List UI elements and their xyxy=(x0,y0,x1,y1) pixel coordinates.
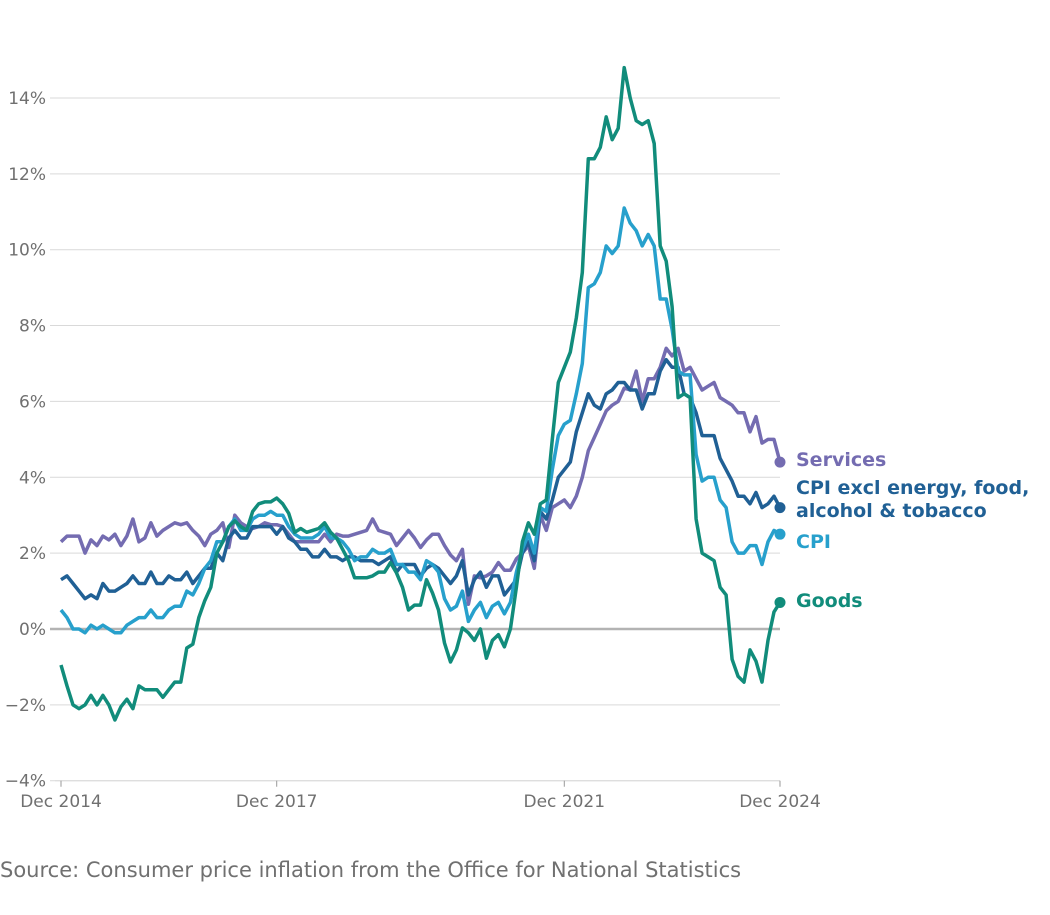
end-marker-cpi-excl-energy-food-alcohol-tobacco xyxy=(774,502,786,514)
y-tick-label: 2% xyxy=(19,544,46,564)
x-tick-label: Dec 2024 xyxy=(739,792,821,812)
series-line-cpi xyxy=(59,206,781,635)
series-label-goods: Goods xyxy=(796,590,863,612)
x-tick-label: Dec 2017 xyxy=(236,792,318,812)
end-marker-services xyxy=(774,456,786,468)
series-line-goods xyxy=(59,65,782,722)
y-tick-label: 6% xyxy=(19,392,46,412)
series-line-services xyxy=(59,346,782,607)
series-label-cpi-excl-energy-food-alcohol-tobacco: alcohol & tobacco xyxy=(796,500,987,522)
y-tick-label: −4% xyxy=(5,772,46,792)
series-label-services: Services xyxy=(796,449,886,471)
y-tick-label: 4% xyxy=(19,468,46,488)
y-tick-label: 0% xyxy=(19,620,46,640)
gridlines xyxy=(50,97,780,782)
inflation-line-chart: −4%−2%0%2%4%6%8%10%12%14% Dec 2014 Dec 20… xyxy=(5,65,1029,812)
x-tick-label: Dec 2021 xyxy=(524,792,606,812)
series-lines xyxy=(59,65,786,722)
y-tick-label: 10% xyxy=(8,241,46,261)
x-axis: Dec 2014 Dec 2017 Dec 2021 Dec 2024 xyxy=(20,780,821,812)
y-tick-label: 8% xyxy=(19,317,46,337)
end-marker-goods xyxy=(774,596,786,608)
series-line-cpi-excl-energy-food-alcohol-tobacco xyxy=(60,357,782,601)
series-label-cpi-excl-energy-food-alcohol-tobacco: CPI excl energy, food, xyxy=(796,477,1029,499)
series-label-cpi: CPI xyxy=(796,531,831,553)
y-tick-label: −2% xyxy=(5,696,46,716)
series-labels: Services CPI excl energy, food,alcohol & … xyxy=(796,449,1029,612)
source-note: Source: Consumer price inflation from th… xyxy=(0,858,742,882)
y-tick-label: 14% xyxy=(8,89,46,109)
y-axis: −4% −2% 0% 2% 4% 6% 8% 10% 12% 14% xyxy=(5,89,46,792)
end-marker-cpi xyxy=(774,528,786,540)
y-tick-label: 12% xyxy=(8,165,46,185)
x-tick-label: Dec 2014 xyxy=(20,792,102,812)
